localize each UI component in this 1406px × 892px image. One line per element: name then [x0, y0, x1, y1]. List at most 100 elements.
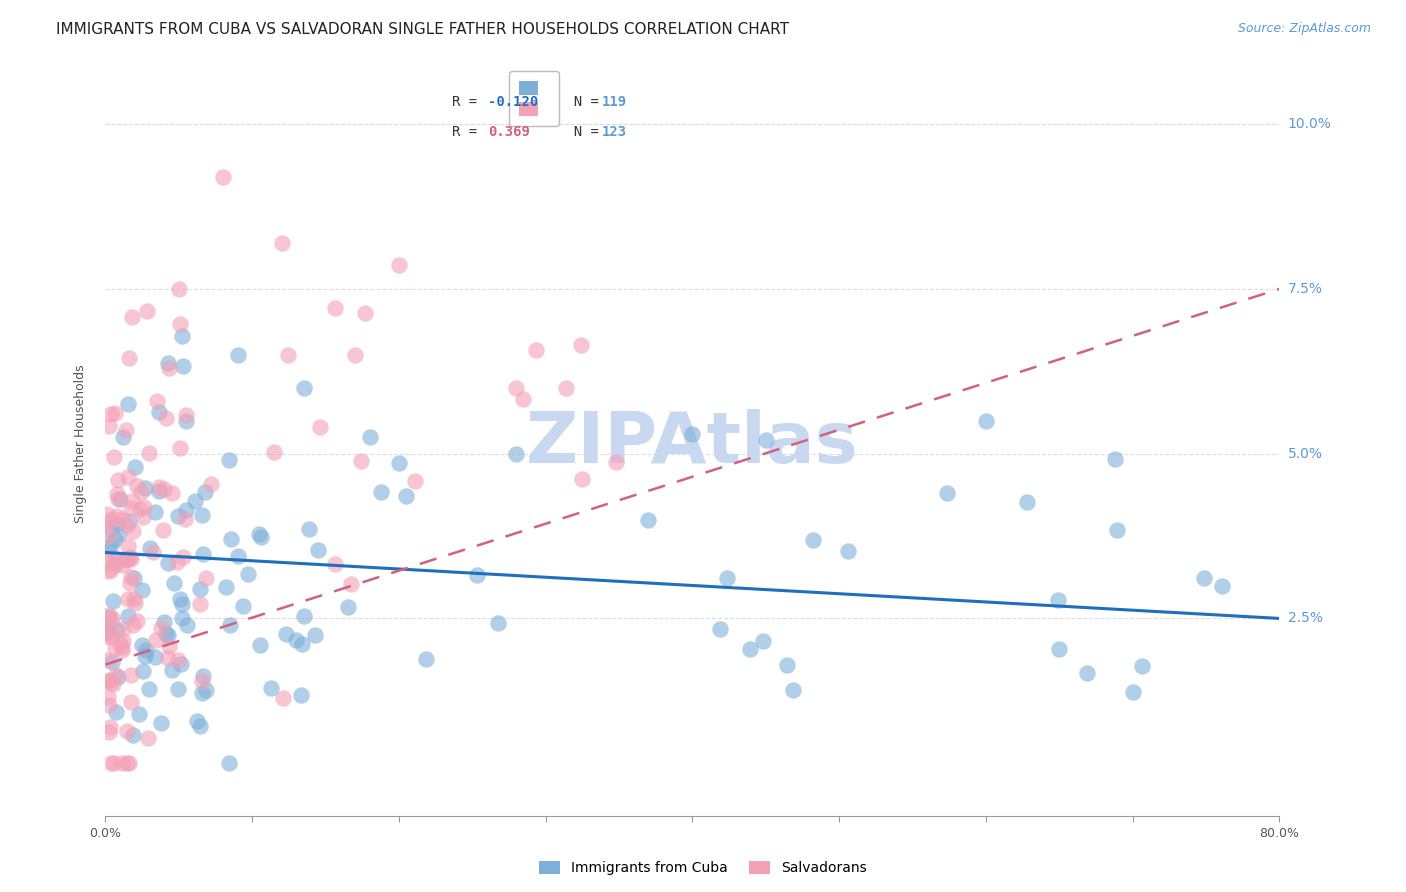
Point	[97, 523, 120, 537]
Point	[323, 301, 346, 316]
Point	[166, 555, 188, 569]
Legend: Immigrants from Cuba, Salvadorans: Immigrants from Cuba, Salvadorans	[534, 855, 872, 880]
Point	[1104, 451, 1126, 466]
Point	[155, 627, 177, 641]
Point	[120, 549, 142, 564]
Point	[200, 477, 222, 491]
Point	[163, 575, 186, 590]
Point	[354, 306, 377, 320]
Point	[124, 596, 146, 610]
Point	[605, 455, 627, 469]
Point	[103, 450, 125, 465]
Point	[96, 653, 118, 667]
Point	[174, 414, 197, 428]
Point	[292, 381, 315, 395]
Text: N =: N =	[557, 125, 607, 139]
Text: R =: R =	[451, 125, 494, 139]
Point	[105, 624, 128, 638]
Point	[1017, 495, 1039, 509]
Point	[114, 552, 136, 566]
Point	[96, 516, 118, 531]
Point	[104, 640, 127, 655]
Point	[1105, 523, 1128, 537]
Point	[174, 511, 197, 525]
Point	[100, 512, 122, 526]
Point	[122, 728, 145, 742]
Point	[292, 609, 315, 624]
Point	[298, 522, 321, 536]
Point	[277, 348, 299, 362]
Point	[100, 615, 122, 629]
Point	[108, 491, 131, 506]
Point	[100, 538, 122, 552]
Point	[115, 724, 138, 739]
Point	[571, 472, 593, 486]
Point	[129, 485, 152, 500]
Point	[186, 714, 208, 728]
Point	[98, 720, 121, 734]
Point	[118, 351, 141, 365]
Point	[98, 418, 121, 433]
Point	[505, 447, 527, 461]
Point	[167, 282, 190, 296]
Point	[174, 408, 197, 422]
Point	[738, 642, 761, 657]
Point	[120, 668, 142, 682]
Point	[1211, 579, 1233, 593]
Point	[837, 543, 859, 558]
Point	[271, 690, 294, 705]
Point	[96, 626, 118, 640]
Point	[174, 502, 197, 516]
Point	[157, 640, 180, 654]
Point	[107, 670, 129, 684]
Point	[128, 707, 150, 722]
Point	[97, 624, 120, 638]
Text: R =: R =	[451, 95, 485, 109]
Point	[343, 348, 366, 362]
Point	[415, 651, 437, 665]
Point	[359, 430, 381, 444]
Point	[157, 360, 180, 375]
Point	[170, 611, 193, 625]
Point	[1122, 685, 1144, 699]
Point	[96, 674, 118, 689]
Point	[226, 549, 249, 563]
Point	[682, 426, 704, 441]
Point	[336, 600, 359, 615]
Point	[117, 539, 139, 553]
Text: 119: 119	[602, 95, 627, 109]
Point	[100, 629, 122, 643]
Text: 123: 123	[602, 125, 627, 139]
Point	[803, 533, 825, 548]
Point	[155, 410, 177, 425]
Point	[524, 343, 547, 358]
Point	[120, 695, 142, 709]
Point	[188, 582, 211, 597]
Point	[191, 669, 214, 683]
Point	[172, 597, 194, 611]
Point	[211, 169, 233, 184]
Point	[285, 633, 308, 648]
Point	[120, 552, 142, 566]
Point	[112, 622, 135, 636]
Point	[146, 393, 169, 408]
Text: Source: ZipAtlas.com: Source: ZipAtlas.com	[1237, 22, 1371, 36]
Point	[404, 474, 426, 488]
Point	[143, 505, 166, 519]
Point	[249, 638, 271, 652]
Point	[172, 550, 194, 565]
Point	[132, 500, 155, 515]
Point	[188, 597, 211, 611]
Point	[105, 517, 128, 532]
Point	[117, 756, 139, 771]
Point	[97, 698, 120, 713]
Point	[142, 545, 165, 559]
Point	[167, 653, 190, 667]
Point	[172, 359, 194, 373]
Point	[97, 610, 120, 624]
Point	[512, 392, 534, 406]
Point	[304, 627, 326, 641]
Point	[105, 509, 128, 524]
Point	[103, 594, 125, 608]
Point	[108, 526, 131, 541]
